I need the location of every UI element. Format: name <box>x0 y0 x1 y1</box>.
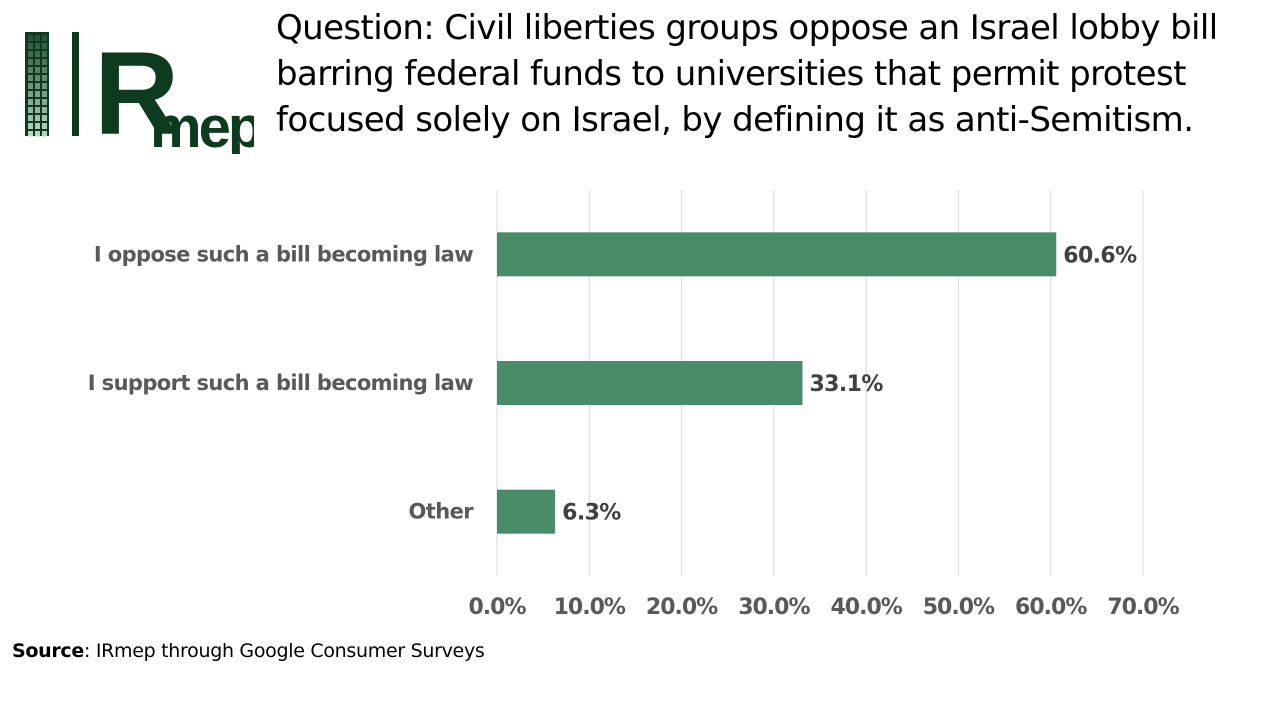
irmep-logo: R mep <box>25 30 254 154</box>
logo-window <box>28 75 33 81</box>
logo-window <box>35 51 40 57</box>
source-text: IRmep through Google Consumer Surveys <box>90 640 485 662</box>
logo-window <box>42 59 47 65</box>
logo-window <box>42 35 47 41</box>
logo-building-icon <box>25 32 49 137</box>
bar <box>497 489 556 534</box>
bar-chart: 0.0% 10.0% 20.0% 30.0% 40.0% 50.0% 60.0% 70.0% I… <box>88 190 1181 620</box>
logo-window <box>42 115 47 121</box>
logo-window <box>42 83 47 89</box>
logo-window <box>28 51 33 57</box>
category-label: Other <box>409 500 475 524</box>
category-label: I oppose such a bill becoming law <box>94 242 473 266</box>
question-body: Civil liberties groups oppose an Israel … <box>276 8 1218 140</box>
logo-window <box>28 123 33 129</box>
question-label: Question <box>276 8 424 48</box>
logo-r-letter: R <box>94 30 177 154</box>
logo-i-bar <box>72 32 79 136</box>
logo-window <box>28 59 33 65</box>
question-separator: : <box>423 8 435 48</box>
x-tick-label: 70.0% <box>1107 595 1179 620</box>
logo-window <box>28 43 33 49</box>
logo-window <box>42 91 47 97</box>
bar <box>497 232 1057 277</box>
x-tick-label: 10.0% <box>554 595 626 620</box>
logo-mep-letters: mep <box>150 95 254 154</box>
logo-window <box>28 67 33 73</box>
source-note: Source: IRmep through Google Consumer Su… <box>12 640 485 662</box>
logo-window <box>35 67 40 73</box>
logo-window <box>35 99 40 105</box>
data-label: 60.6% <box>1063 243 1137 268</box>
logo-window <box>35 123 40 129</box>
x-tick-label: 20.0% <box>646 595 718 620</box>
logo-window <box>28 107 33 113</box>
data-label: 6.3% <box>562 501 621 526</box>
logo-window <box>35 91 40 97</box>
x-tick-label: 40.0% <box>830 595 902 620</box>
x-tick-label: 50.0% <box>923 595 995 620</box>
logo-window <box>35 43 40 49</box>
question-text: Question: Civil liberties groups oppose … <box>276 5 1256 143</box>
logo-window <box>42 51 47 57</box>
logo-window <box>35 59 40 65</box>
logo-window <box>35 131 40 137</box>
logo-window <box>28 99 33 105</box>
logo-window <box>28 115 33 121</box>
x-tick-label: 30.0% <box>738 595 810 620</box>
logo-window <box>42 67 47 73</box>
logo-window <box>28 83 33 89</box>
x-tick-label: 60.0% <box>1015 595 1087 620</box>
logo-window <box>35 115 40 121</box>
data-label: 33.1% <box>809 372 883 397</box>
source-label: Source <box>12 640 84 662</box>
logo-window <box>42 75 47 81</box>
x-tick-label: 0.0% <box>468 595 526 620</box>
logo-window <box>35 75 40 81</box>
logo-window <box>35 83 40 89</box>
logo-window <box>35 107 40 113</box>
logo-window <box>42 99 47 105</box>
source-separator: : <box>83 640 91 662</box>
logo-window <box>28 35 33 41</box>
logo-window <box>42 131 47 137</box>
logo-window <box>28 131 33 137</box>
bar <box>497 361 803 405</box>
logo-window <box>28 91 33 97</box>
category-label: I support such a bill becoming law <box>88 371 473 395</box>
logo-window <box>42 43 47 49</box>
logo-window <box>42 107 47 113</box>
logo-window <box>35 35 40 41</box>
logo-window <box>42 123 47 129</box>
